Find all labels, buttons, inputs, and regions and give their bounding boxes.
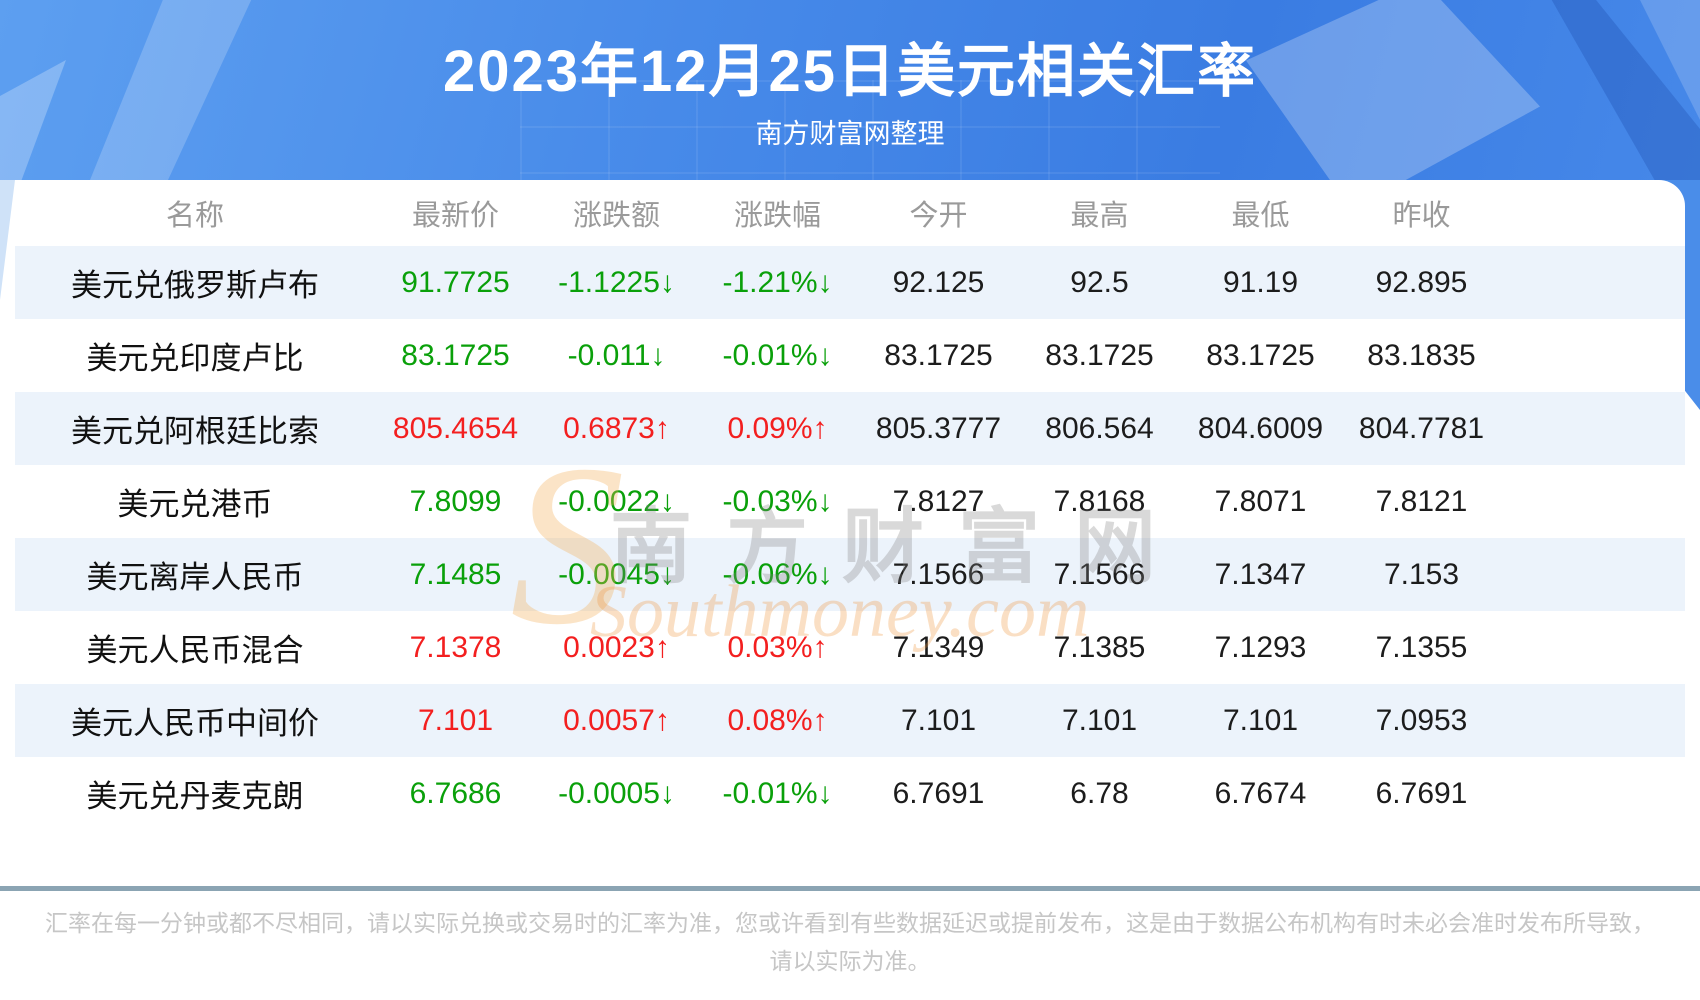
- cell-open: 7.1349: [892, 630, 985, 664]
- column-header-5: 最高: [1070, 200, 1129, 232]
- cell-pct: 0.08%↑: [727, 703, 828, 737]
- cell-open: 6.7691: [892, 776, 985, 810]
- cell-name: 美元兑阿根廷比索: [71, 414, 319, 449]
- cell-latest: 7.8099: [409, 484, 502, 518]
- table-row: 美元人民币中间价 7.101 0.0057↑ 0.08%↑ 7.101 7.101 7.10…: [15, 684, 1685, 757]
- cell-change: -0.0022↓: [558, 484, 675, 518]
- cell-change: -0.0005↓: [558, 776, 675, 810]
- table-row: 美元兑印度卢比 83.1725 -0.011↓ -0.01%↓ 83.1725 83.17…: [15, 319, 1685, 392]
- cell-low: 7.101: [1222, 703, 1299, 737]
- cell-name: 美元人民币中间价: [71, 706, 319, 741]
- cell-latest: 83.1725: [401, 338, 510, 372]
- cell-high: 7.1566: [1053, 557, 1146, 591]
- table-header-row: 名称 最新价 涨跌额 涨跌幅 今开 最高 最低 昨收: [15, 180, 1685, 246]
- cell-open: 83.1725: [884, 338, 993, 372]
- footer-separator: [0, 886, 1700, 891]
- cell-name: 美元兑港币: [117, 487, 273, 522]
- column-header-4: 今开: [909, 200, 968, 232]
- cell-change: 0.0023↑: [563, 630, 670, 664]
- banner-left-sliver: [0, 180, 15, 300]
- cell-low: 7.1293: [1214, 630, 1307, 664]
- cell-high: 7.101: [1061, 703, 1138, 737]
- cell-low: 804.6009: [1197, 411, 1324, 445]
- cell-change: -0.011↓: [567, 338, 666, 372]
- cell-high: 83.1725: [1045, 338, 1154, 372]
- cell-open: 7.8127: [892, 484, 985, 518]
- disclaimer-line1: 汇率在每一分钟或都不尽相同，请以实际兑换或交易时的汇率为准，您或许看到有些数据延…: [45, 910, 1655, 936]
- column-header-1: 最新价: [411, 200, 499, 232]
- cell-high: 92.5: [1070, 265, 1129, 299]
- cell-open: 805.3777: [875, 411, 1002, 445]
- page-title: 2023年12月25日美元相关汇率: [442, 39, 1258, 104]
- cell-change: -0.0045↓: [558, 557, 675, 591]
- cell-high: 7.8168: [1053, 484, 1146, 518]
- cell-latest: 6.7686: [409, 776, 502, 810]
- cell-prev: 7.8121: [1375, 484, 1468, 518]
- cell-high: 7.1385: [1053, 630, 1146, 664]
- cell-pct: -0.01%↓: [722, 776, 833, 810]
- cell-open: 92.125: [892, 265, 985, 299]
- page-subtitle: 南方财富网整理: [755, 119, 945, 149]
- table-row: 美元兑丹麦克朗 6.7686 -0.0005↓ -0.01%↓ 6.7691 6.78 6.…: [15, 757, 1685, 830]
- cell-pct: -0.06%↓: [722, 557, 833, 591]
- cell-latest: 91.7725: [401, 265, 510, 299]
- banner: 2023年12月25日美元相关汇率 南方财富网整理: [0, 0, 1700, 180]
- table-body: 美元兑俄罗斯卢布 91.7725 -1.1225↓ -1.21%↓ 92.125 92.5…: [15, 246, 1685, 830]
- cell-low: 7.8071: [1214, 484, 1307, 518]
- cell-high: 806.564: [1045, 411, 1154, 445]
- cell-prev: 92.895: [1375, 265, 1468, 299]
- disclaimer-line2: 请以实际为准。: [769, 948, 931, 974]
- cell-pct: -1.21%↓: [722, 265, 833, 299]
- cell-prev: 6.7691: [1375, 776, 1468, 810]
- cell-open: 7.1566: [892, 557, 985, 591]
- disclaimer: 汇率在每一分钟或都不尽相同，请以实际兑换或交易时的汇率为准，您或许看到有些数据延…: [0, 904, 1700, 980]
- cell-low: 83.1725: [1206, 338, 1315, 372]
- column-header-3: 涨跌幅: [733, 200, 821, 232]
- cell-low: 7.1347: [1214, 557, 1307, 591]
- column-header-6: 最低: [1231, 200, 1290, 232]
- cell-name: 美元兑丹麦克朗: [86, 779, 304, 814]
- cell-prev: 7.0953: [1375, 703, 1468, 737]
- cell-name: 美元兑印度卢比: [86, 341, 304, 376]
- column-header-0: 名称: [165, 200, 224, 232]
- rates-card: 名称 最新价 涨跌额 涨跌幅 今开 最高 最低 昨收 美元兑俄罗斯卢布 91.7725 -1.12…: [15, 180, 1685, 830]
- column-header-2: 涨跌额: [572, 200, 660, 232]
- cell-change: -1.1225↓: [558, 265, 675, 299]
- cell-pct: 0.09%↑: [727, 411, 828, 445]
- cell-prev: 83.1835: [1367, 338, 1476, 372]
- table-row: 美元人民币混合 7.1378 0.0023↑ 0.03%↑ 7.1349 7.1385 7.…: [15, 611, 1685, 684]
- cell-latest: 7.1485: [409, 557, 502, 591]
- cell-prev: 7.1355: [1375, 630, 1468, 664]
- cell-pct: -0.01%↓: [722, 338, 833, 372]
- cell-low: 91.19: [1222, 265, 1299, 299]
- cell-pct: 0.03%↑: [727, 630, 828, 664]
- cell-name: 美元人民币混合: [86, 633, 304, 668]
- cell-latest: 7.101: [417, 703, 494, 737]
- cell-prev: 804.7781: [1358, 411, 1485, 445]
- table-row: 美元兑阿根廷比索 805.4654 0.6873↑ 0.09%↑ 805.3777 806…: [15, 392, 1685, 465]
- cell-high: 6.78: [1070, 776, 1129, 810]
- cell-change: 0.0057↑: [563, 703, 670, 737]
- cell-name: 美元兑俄罗斯卢布: [71, 268, 319, 303]
- table-row: 美元兑俄罗斯卢布 91.7725 -1.1225↓ -1.21%↓ 92.125 92.5…: [15, 246, 1685, 319]
- table-row: 美元离岸人民币 7.1485 -0.0045↓ -0.06%↓ 7.1566 7.1566…: [15, 538, 1685, 611]
- cell-change: 0.6873↑: [563, 411, 670, 445]
- cell-latest: 805.4654: [392, 411, 519, 445]
- cell-name: 美元离岸人民币: [86, 560, 304, 595]
- table-row: 美元兑港币 7.8099 -0.0022↓ -0.03%↓ 7.8127 7.8168 7.…: [15, 465, 1685, 538]
- cell-prev: 7.153: [1383, 557, 1460, 591]
- cell-low: 6.7674: [1214, 776, 1307, 810]
- cell-open: 7.101: [900, 703, 977, 737]
- cell-pct: -0.03%↓: [722, 484, 833, 518]
- cell-latest: 7.1378: [409, 630, 502, 664]
- column-header-7: 昨收: [1392, 200, 1451, 232]
